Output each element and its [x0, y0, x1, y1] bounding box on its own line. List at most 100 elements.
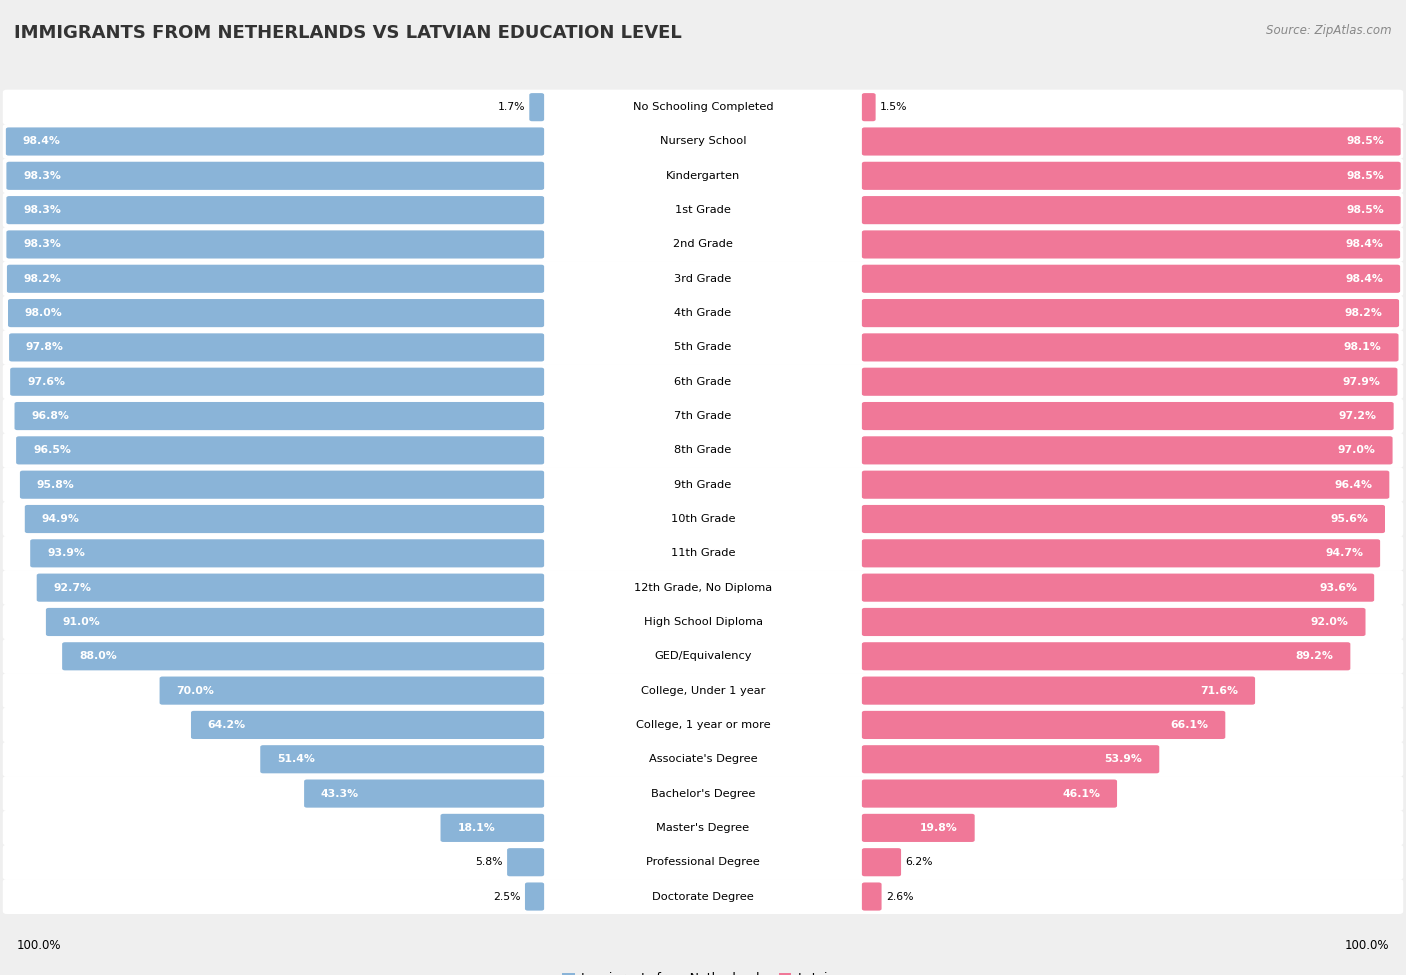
FancyBboxPatch shape: [8, 333, 544, 362]
FancyBboxPatch shape: [37, 573, 544, 602]
Text: 100.0%: 100.0%: [1344, 939, 1389, 953]
Text: 43.3%: 43.3%: [321, 789, 359, 799]
FancyBboxPatch shape: [862, 436, 1392, 464]
FancyBboxPatch shape: [30, 539, 544, 567]
FancyBboxPatch shape: [862, 848, 901, 877]
Text: 98.3%: 98.3%: [24, 240, 60, 250]
Text: 2.5%: 2.5%: [494, 891, 520, 902]
Text: 98.5%: 98.5%: [1346, 171, 1384, 180]
Text: 6th Grade: 6th Grade: [675, 376, 731, 387]
Text: 12th Grade, No Diploma: 12th Grade, No Diploma: [634, 583, 772, 593]
Text: 98.2%: 98.2%: [24, 274, 62, 284]
FancyBboxPatch shape: [46, 607, 544, 636]
FancyBboxPatch shape: [25, 505, 544, 533]
Text: 98.4%: 98.4%: [1346, 240, 1384, 250]
Text: Kindergarten: Kindergarten: [666, 171, 740, 180]
Text: High School Diploma: High School Diploma: [644, 617, 762, 627]
Text: Bachelor's Degree: Bachelor's Degree: [651, 789, 755, 799]
Text: 5.8%: 5.8%: [475, 857, 503, 867]
FancyBboxPatch shape: [862, 402, 1393, 430]
Text: Source: ZipAtlas.com: Source: ZipAtlas.com: [1267, 24, 1392, 37]
FancyBboxPatch shape: [3, 708, 1403, 742]
Text: Professional Degree: Professional Degree: [647, 857, 759, 867]
Text: 51.4%: 51.4%: [277, 755, 315, 764]
FancyBboxPatch shape: [7, 196, 544, 224]
Text: 1.5%: 1.5%: [880, 102, 907, 112]
FancyBboxPatch shape: [3, 399, 1403, 434]
Text: 18.1%: 18.1%: [457, 823, 495, 833]
Text: 93.9%: 93.9%: [46, 548, 84, 559]
Text: 5th Grade: 5th Grade: [675, 342, 731, 352]
FancyBboxPatch shape: [862, 882, 882, 911]
FancyBboxPatch shape: [3, 365, 1403, 399]
Text: 7th Grade: 7th Grade: [675, 411, 731, 421]
FancyBboxPatch shape: [862, 230, 1400, 258]
FancyBboxPatch shape: [862, 607, 1365, 636]
Text: 98.5%: 98.5%: [1346, 136, 1384, 146]
Text: 1st Grade: 1st Grade: [675, 205, 731, 215]
FancyBboxPatch shape: [508, 848, 544, 877]
FancyBboxPatch shape: [862, 643, 1350, 671]
FancyBboxPatch shape: [304, 779, 544, 807]
FancyBboxPatch shape: [62, 643, 544, 671]
FancyBboxPatch shape: [3, 124, 1403, 159]
FancyBboxPatch shape: [862, 162, 1400, 190]
FancyBboxPatch shape: [3, 467, 1403, 502]
Text: 100.0%: 100.0%: [17, 939, 62, 953]
FancyBboxPatch shape: [3, 879, 1403, 914]
Text: 89.2%: 89.2%: [1295, 651, 1333, 661]
FancyBboxPatch shape: [14, 402, 544, 430]
FancyBboxPatch shape: [160, 677, 544, 705]
FancyBboxPatch shape: [3, 810, 1403, 845]
FancyBboxPatch shape: [3, 501, 1403, 536]
Text: 92.0%: 92.0%: [1310, 617, 1348, 627]
Text: 95.6%: 95.6%: [1330, 514, 1368, 524]
Text: 93.6%: 93.6%: [1319, 583, 1357, 593]
FancyBboxPatch shape: [862, 779, 1116, 807]
Text: Master's Degree: Master's Degree: [657, 823, 749, 833]
FancyBboxPatch shape: [862, 471, 1389, 499]
Text: 71.6%: 71.6%: [1201, 685, 1239, 695]
FancyBboxPatch shape: [862, 573, 1374, 602]
Text: 88.0%: 88.0%: [79, 651, 117, 661]
Text: 98.4%: 98.4%: [22, 136, 60, 146]
FancyBboxPatch shape: [6, 128, 544, 156]
Text: 64.2%: 64.2%: [208, 720, 246, 730]
Text: 98.0%: 98.0%: [25, 308, 63, 318]
Text: 66.1%: 66.1%: [1170, 720, 1208, 730]
Text: 11th Grade: 11th Grade: [671, 548, 735, 559]
Text: 2nd Grade: 2nd Grade: [673, 240, 733, 250]
FancyBboxPatch shape: [862, 299, 1399, 328]
FancyBboxPatch shape: [862, 264, 1400, 292]
FancyBboxPatch shape: [3, 844, 1403, 879]
FancyBboxPatch shape: [862, 505, 1385, 533]
Text: 96.5%: 96.5%: [32, 446, 70, 455]
FancyBboxPatch shape: [862, 814, 974, 842]
Text: 2.6%: 2.6%: [886, 891, 914, 902]
FancyBboxPatch shape: [862, 93, 876, 121]
FancyBboxPatch shape: [862, 368, 1398, 396]
FancyBboxPatch shape: [20, 471, 544, 499]
Text: 10th Grade: 10th Grade: [671, 514, 735, 524]
Text: 96.8%: 96.8%: [31, 411, 69, 421]
Text: 98.4%: 98.4%: [1346, 274, 1384, 284]
FancyBboxPatch shape: [3, 742, 1403, 777]
FancyBboxPatch shape: [862, 745, 1160, 773]
FancyBboxPatch shape: [3, 295, 1403, 331]
Text: College, 1 year or more: College, 1 year or more: [636, 720, 770, 730]
Text: No Schooling Completed: No Schooling Completed: [633, 102, 773, 112]
FancyBboxPatch shape: [529, 93, 544, 121]
FancyBboxPatch shape: [260, 745, 544, 773]
Text: IMMIGRANTS FROM NETHERLANDS VS LATVIAN EDUCATION LEVEL: IMMIGRANTS FROM NETHERLANDS VS LATVIAN E…: [14, 24, 682, 42]
FancyBboxPatch shape: [3, 776, 1403, 811]
FancyBboxPatch shape: [862, 711, 1225, 739]
Text: 3rd Grade: 3rd Grade: [675, 274, 731, 284]
FancyBboxPatch shape: [3, 90, 1403, 125]
Text: Doctorate Degree: Doctorate Degree: [652, 891, 754, 902]
Text: GED/Equivalency: GED/Equivalency: [654, 651, 752, 661]
FancyBboxPatch shape: [3, 536, 1403, 570]
FancyBboxPatch shape: [8, 299, 544, 328]
FancyBboxPatch shape: [3, 227, 1403, 262]
Text: Associate's Degree: Associate's Degree: [648, 755, 758, 764]
FancyBboxPatch shape: [15, 436, 544, 464]
